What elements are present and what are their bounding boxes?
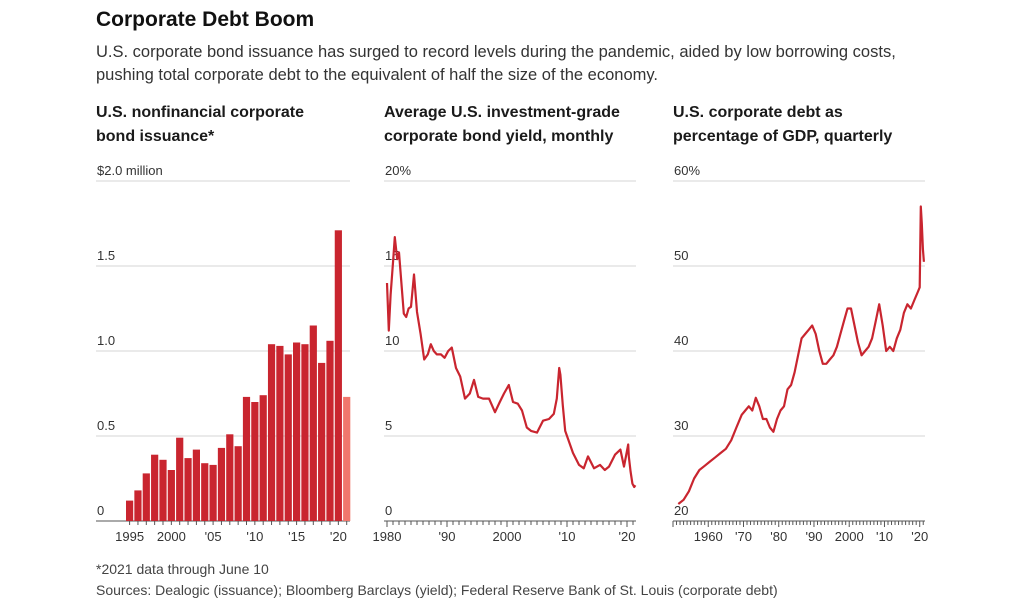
issuance-bar-1999: [159, 459, 167, 521]
issuance-bar-2010: [251, 402, 259, 521]
sources-note: Sources: Dealogic (issuance); Bloomberg …: [96, 582, 778, 598]
footnote: *2021 data through June 10: [96, 561, 269, 577]
issuance-x-tick-label-0: 1995: [115, 529, 144, 544]
yield-x-tick-label-2: 2000: [493, 529, 522, 544]
debt-gdp-x-tick-label-0: 1960: [694, 529, 723, 544]
panel-2-y-tick-label-2: 10: [385, 333, 399, 348]
debt-gdp-x-tick-label-4: 2000: [835, 529, 864, 544]
page-title: Corporate Debt Boom: [96, 8, 315, 31]
panel-3-y-tick-label-2: 40: [674, 333, 688, 348]
issuance-bar-2018: [318, 362, 326, 521]
panel-1-title-line-2: bond issuance*: [96, 128, 215, 145]
panel-3-y-tick-label-4: 60%: [674, 163, 700, 178]
debt-gdp-x-tick-label-2: '80: [770, 529, 787, 544]
panel-2-y-tick-label-0: 0: [385, 503, 392, 518]
panel-1-title: U.S. nonfinancial corporate bond issuanc…: [96, 101, 346, 149]
panel-1-y-tick-label-0: 0: [97, 503, 104, 518]
panel-3-title-line-1: U.S. corporate debt as: [673, 104, 843, 121]
page-subtitle: U.S. corporate bond issuance has surged …: [96, 43, 896, 84]
issuance-bar-2008: [234, 446, 242, 521]
issuance-bar-2016: [301, 344, 309, 521]
issuance-bar-2005: [209, 464, 217, 521]
yield-x-tick-label-3: '10: [559, 529, 576, 544]
issuance-bar-1995: [126, 500, 134, 521]
issuance-bar-chart: 0 0.5 1.0 1.5 $2.0 million 1995 2000 '05 '10 '15 '…: [96, 163, 351, 544]
yield-series-line: [385, 236, 637, 489]
issuance-x-tick-label-1: 2000: [157, 529, 186, 544]
panel-2-y-tick-label-4: 20%: [385, 163, 411, 178]
issuance-bar-2020: [334, 230, 342, 522]
issuance-bar-2000: [167, 470, 175, 521]
issuance-bar-2013: [276, 345, 284, 521]
panel-1-y-tick-label-4: $2.0 million: [97, 163, 163, 178]
issuance-x-tick-label-2: '05: [205, 529, 222, 544]
panel-1-y-tick-label-3: 1.5: [97, 248, 115, 263]
panel-3-y-tick-label-3: 50: [674, 248, 688, 263]
panel-2-y-tick-label-1: 5: [385, 418, 392, 433]
panel-3-y-tick-label-1: 30: [674, 418, 688, 433]
issuance-bar-2009: [242, 396, 251, 521]
panel-2-title: Average U.S. investment-grade corporate …: [384, 101, 644, 149]
issuance-bar-2019: [326, 340, 334, 521]
issuance-bar-2003: [192, 449, 200, 521]
debt-gdp-x-tick-label-5: '10: [876, 529, 893, 544]
panel-1-y-tick-label-1: 0.5: [97, 418, 115, 433]
debt-gdp-x-tick-label-3: '90: [806, 529, 823, 544]
yield-x-tick-label-0: 1980: [373, 529, 402, 544]
panel-2-title-line-2: corporate bond yield, monthly: [384, 128, 614, 145]
issuance-x-tick-label-5: '20: [330, 529, 347, 544]
issuance-bar-2021: [343, 396, 351, 521]
issuance-bar-2012: [267, 344, 276, 521]
issuance-bar-2004: [201, 463, 209, 521]
issuance-x-tick-label-4: '15: [288, 529, 305, 544]
issuance-bar-2006: [217, 447, 226, 521]
yield-x-tick-label-4: '20: [619, 529, 636, 544]
panel-3-y-tick-label-0: 20: [674, 503, 688, 518]
debt-gdp-series-line: [677, 205, 925, 505]
issuance-bar-1997: [142, 473, 150, 521]
issuance-bar-1996: [134, 490, 142, 521]
debt-gdp-line-chart: 20 30 40 50 60% 1960 '70 '80 '90 2000 '10 '20: [672, 163, 928, 544]
issuance-bar-2014: [284, 354, 292, 521]
issuance-bar-2011: [259, 395, 267, 521]
issuance-bar-2017: [309, 325, 317, 521]
panel-1-y-tick-label-2: 1.0: [97, 333, 115, 348]
issuance-x-tick-label-3: '10: [246, 529, 263, 544]
panel-2-title-line-1: Average U.S. investment-grade: [384, 104, 620, 121]
issuance-bar-2001: [176, 437, 184, 521]
issuance-bar-2007: [226, 434, 234, 521]
issuance-bar-2015: [293, 342, 301, 521]
panel-3-title: U.S. corporate debt as percentage of GDP…: [673, 101, 933, 149]
panel-3-title-line-2: percentage of GDP, quarterly: [673, 128, 893, 145]
panel-1-title-line-1: U.S. nonfinancial corporate: [96, 104, 305, 121]
issuance-bar-1998: [151, 454, 159, 521]
yield-x-tick-label-1: '90: [439, 529, 456, 544]
debt-gdp-x-tick-label-6: '20: [911, 529, 928, 544]
issuance-bar-2002: [184, 458, 192, 521]
debt-gdp-x-tick-label-1: '70: [735, 529, 752, 544]
